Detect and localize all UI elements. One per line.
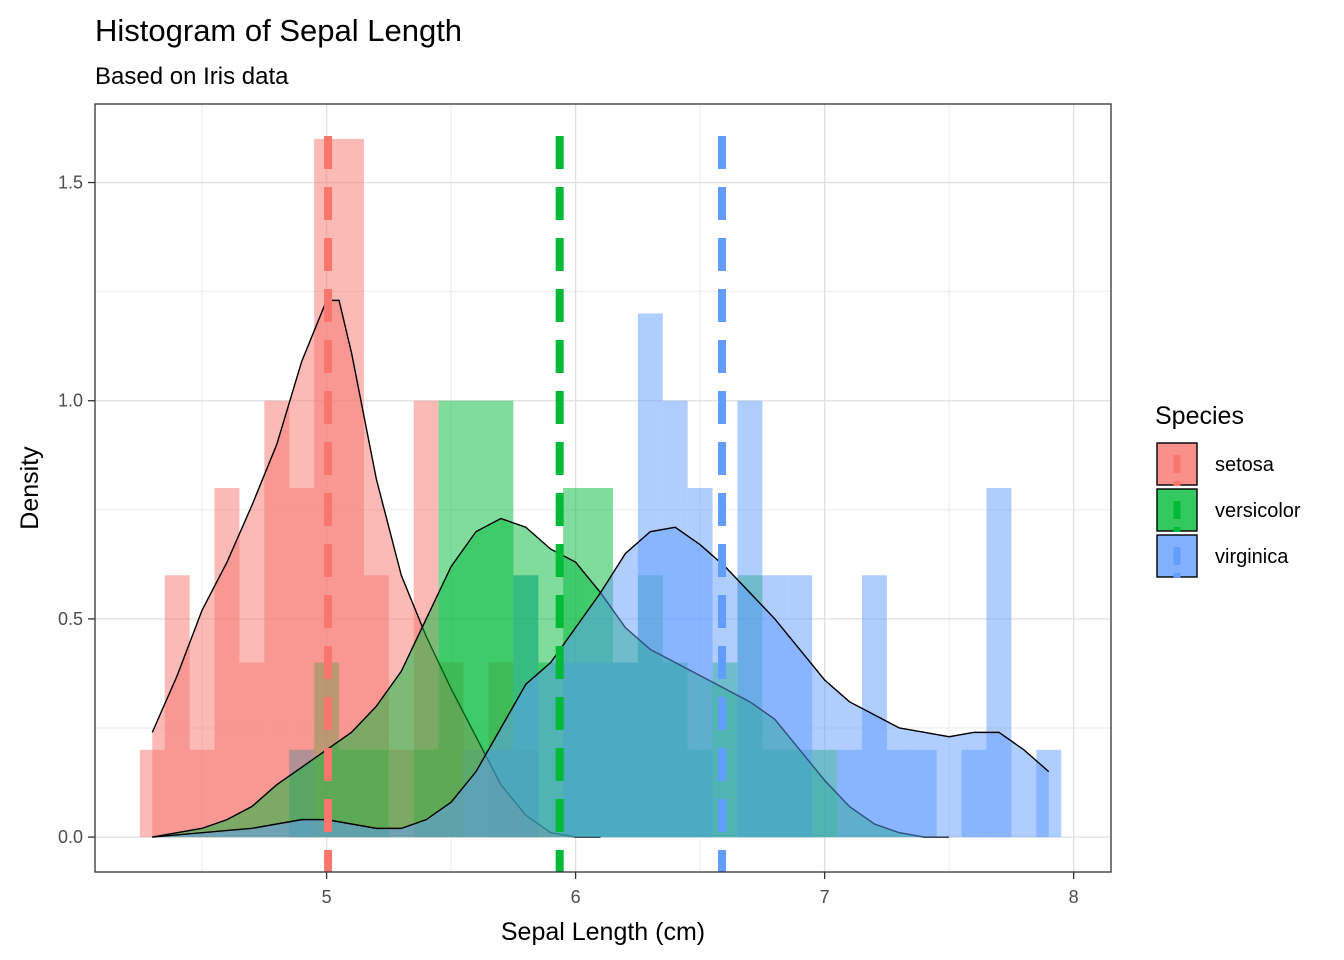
y-tick-label: 0.0 <box>58 827 83 847</box>
y-tick-label: 0.5 <box>58 609 83 629</box>
x-tick-label: 7 <box>820 887 830 907</box>
plot-panel-border <box>94 103 1112 873</box>
x-tick-label: 5 <box>322 887 332 907</box>
density-curve-virginica <box>152 526 1050 838</box>
chart-title: Histogram of Sepal Length <box>95 13 462 48</box>
y-tick-label: 1.0 <box>58 391 83 411</box>
legend-key-versicolor <box>1156 488 1198 532</box>
legend-keys: setosa versicolor virginica <box>1156 442 1301 578</box>
x-tick-label: 6 <box>571 887 581 907</box>
x-axis-label: Sepal Length (cm) <box>501 918 705 946</box>
x-tick-label: 8 <box>1069 887 1079 907</box>
legend-label-virginica: virginica <box>1215 546 1289 568</box>
mean-lines <box>324 136 727 872</box>
density-curves <box>151 299 1050 838</box>
legend: Species setosa versicolor virginica <box>1155 402 1301 578</box>
legend-label-setosa: setosa <box>1215 454 1275 476</box>
legend-label-versicolor: versicolor <box>1215 500 1301 522</box>
axis-ticks: 5 6 7 8 0.0 0.5 1.0 1.5 <box>58 173 1079 907</box>
density-fill-virginica <box>152 527 1049 838</box>
density-fill-setosa <box>152 300 601 838</box>
y-tick-label: 1.5 <box>58 173 83 193</box>
y-axis-label: Density <box>16 446 44 530</box>
chart-subtitle: Based on Iris data <box>95 63 289 90</box>
legend-title: Species <box>1155 402 1244 430</box>
